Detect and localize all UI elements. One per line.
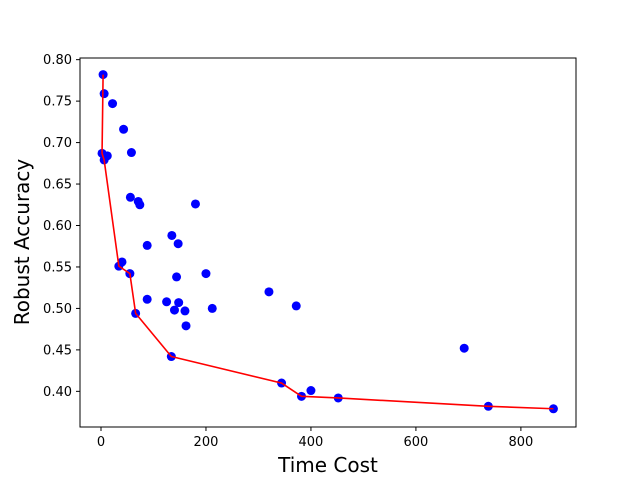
- data-point: [173, 239, 183, 249]
- y-axis-ticks: 0.40 0.45 0.50 0.55 0.60 0.65 0.70 0.75 0.80: [43, 53, 80, 400]
- data-point: [135, 200, 145, 210]
- x-axis-ticks: 0 200 400 600 800: [97, 427, 533, 450]
- y-tick-label: 0.50: [43, 302, 72, 317]
- data-point: [125, 192, 135, 202]
- data-point: [201, 269, 211, 279]
- plot-area: [97, 70, 558, 414]
- y-tick-label: 0.60: [43, 219, 72, 234]
- y-axis-label: Robust Accuracy: [10, 159, 34, 326]
- data-point: [181, 321, 191, 331]
- y-tick-label: 0.80: [43, 53, 72, 68]
- data-point: [306, 386, 316, 396]
- y-tick-label: 0.45: [43, 343, 72, 358]
- x-tick-label: 600: [404, 435, 429, 450]
- data-point: [99, 89, 109, 99]
- y-tick-label: 0.40: [43, 385, 72, 400]
- axes-frame: [79, 57, 577, 428]
- x-tick-label: 400: [299, 435, 324, 450]
- data-point: [142, 294, 152, 304]
- data-point: [167, 230, 177, 240]
- y-tick-label: 0.70: [43, 136, 72, 151]
- data-point: [108, 99, 118, 109]
- data-point: [142, 240, 152, 250]
- x-tick-label: 800: [508, 435, 533, 450]
- data-point: [180, 306, 190, 316]
- data-point: [459, 343, 469, 353]
- data-point: [174, 298, 184, 308]
- y-tick-label: 0.55: [43, 260, 72, 275]
- data-point: [264, 287, 274, 297]
- data-point: [172, 272, 182, 282]
- data-point: [119, 124, 129, 134]
- pareto-front-line: [101, 74, 554, 410]
- data-point: [126, 148, 136, 158]
- x-axis-label: Time Cost: [277, 453, 378, 477]
- x-tick-label: 0: [97, 435, 105, 450]
- y-tick-label: 0.75: [43, 95, 72, 110]
- data-point: [190, 199, 200, 209]
- data-point: [207, 303, 217, 313]
- x-tick-label: 200: [194, 435, 219, 450]
- data-point: [291, 301, 301, 311]
- y-tick-label: 0.65: [43, 178, 72, 193]
- data-point: [162, 297, 172, 307]
- data-point: [169, 305, 179, 315]
